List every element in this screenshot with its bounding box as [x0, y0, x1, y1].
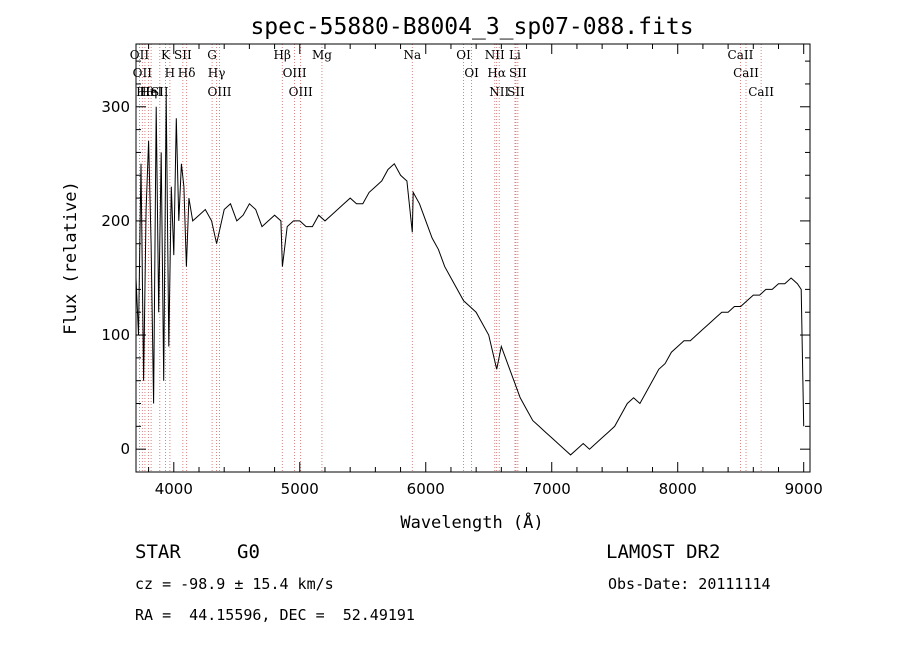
y-tick-label: 300 — [101, 98, 130, 116]
object-class: STAR — [135, 541, 181, 563]
coordinates: RA = 44.15596, DEC = 52.49191 — [135, 606, 415, 624]
x-tick-label: 6000 — [407, 480, 445, 498]
spectral-line-label: OIII — [283, 66, 307, 80]
spectral-line-label: K — [161, 48, 171, 62]
spectral-line-label: HeI — [140, 85, 163, 99]
x-axis-label: Wavelength (Å) — [400, 511, 543, 533]
x-tick-label: 5000 — [281, 480, 319, 498]
spectral-line-label: OI — [456, 48, 471, 62]
spectral-line-label: Hγ — [208, 66, 226, 80]
survey-name: LAMOST DR2 — [606, 541, 721, 563]
spectral-line-label: Mg — [312, 48, 332, 62]
spectral-line-label: SII — [509, 66, 527, 80]
x-tick-label: 7000 — [533, 480, 571, 498]
object-subclass: G0 — [237, 541, 260, 563]
spectral-line-label: SII — [151, 85, 169, 99]
spectral-line-label: H — [165, 66, 175, 80]
spectral-line-label: Hη — [140, 85, 158, 99]
y-tick-label: 200 — [101, 212, 130, 230]
spectral-line-label: Hθ — [136, 85, 154, 99]
plot-frame — [135, 43, 811, 473]
y-tick-label: 100 — [101, 326, 130, 344]
spectral-line-label: OII — [133, 66, 153, 80]
spectral-line-label: Na — [403, 48, 421, 62]
spectral-line-label: G — [207, 48, 217, 62]
spectral-line-label: CaII — [748, 85, 774, 99]
spectral-line-label: Hδ — [178, 66, 196, 80]
spectral-line-label: NII — [485, 48, 505, 62]
spectral-line-label: NII — [489, 85, 509, 99]
x-tick-label: 9000 — [785, 480, 823, 498]
y-axis-ticks: 0 100 200 300 — [101, 60, 810, 458]
observation-date: Obs-Date: 20111114 — [608, 575, 771, 593]
spectral-line-label: OI — [464, 66, 479, 80]
spectral-line-label: OIII — [207, 85, 231, 99]
x-tick-label: 8000 — [659, 480, 697, 498]
spectral-line-label: OII — [130, 48, 150, 62]
chart-title: spec-55880-B8004_3_sp07-088.fits — [250, 14, 693, 40]
y-axis-label: Flux (relative) — [61, 181, 81, 335]
spectral-line-labels: OIIOIIHθHηHeISIIKHSIIHδGHγOIIIHβOIIIOIII… — [130, 48, 775, 99]
x-tick-label: 4000 — [155, 480, 193, 498]
y-tick-label: 0 — [120, 440, 130, 458]
spectral-line-label: Li — [509, 48, 521, 62]
spectral-line-label: SII — [507, 85, 525, 99]
spectrum-line — [135, 95, 805, 456]
spectral-line-markers — [139, 44, 762, 472]
spectral-line-label: SII — [174, 48, 192, 62]
spectral-line-label: OIII — [289, 85, 313, 99]
x-axis-ticks: 4000 5000 6000 7000 8000 9000 — [148, 44, 823, 498]
spectral-line-label: CaII — [733, 66, 759, 80]
spectral-line-label: Hβ — [274, 48, 291, 62]
spectral-line-label: Hα — [487, 66, 506, 80]
redshift-cz: cz = -98.9 ± 15.4 km/s — [135, 575, 334, 593]
spectral-line-label: CaII — [728, 48, 754, 62]
